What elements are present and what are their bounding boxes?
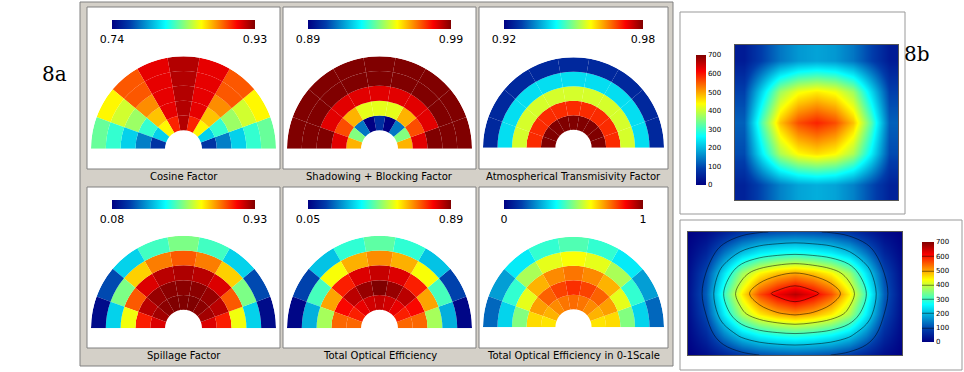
svg-text:300: 300 (936, 296, 949, 304)
svg-text:0.99: 0.99 (439, 33, 464, 46)
svg-text:Total Optical Efficiency: Total Optical Efficiency (323, 350, 437, 361)
svg-text:700: 700 (708, 51, 721, 59)
svg-text:0.93: 0.93 (243, 33, 268, 46)
svg-text:400: 400 (936, 281, 949, 289)
svg-text:700: 700 (936, 238, 949, 246)
svg-text:200: 200 (708, 144, 721, 152)
svg-text:0.08: 0.08 (100, 213, 125, 226)
svg-text:0: 0 (936, 338, 940, 346)
svg-text:600: 600 (708, 70, 721, 78)
svg-text:0.89: 0.89 (439, 213, 464, 226)
svg-text:Cosine Factor: Cosine Factor (150, 171, 218, 182)
svg-text:0.74: 0.74 (100, 33, 125, 46)
svg-text:1: 1 (640, 213, 647, 226)
svg-text:500: 500 (936, 267, 949, 275)
svg-text:0.93: 0.93 (243, 213, 268, 226)
svg-text:100: 100 (936, 324, 949, 332)
svg-text:0.98: 0.98 (631, 33, 656, 46)
svg-text:400: 400 (708, 107, 721, 115)
svg-text:0: 0 (708, 181, 712, 189)
svg-text:0.05: 0.05 (296, 213, 321, 226)
svg-text:600: 600 (936, 253, 949, 261)
svg-text:200: 200 (936, 310, 949, 318)
svg-text:Atmospherical Transmisivity Fa: Atmospherical Transmisivity Factor (486, 171, 661, 182)
svg-text:Spillage Factor: Spillage Factor (147, 350, 221, 361)
svg-text:300: 300 (708, 126, 721, 134)
svg-text:8a: 8a (42, 62, 67, 86)
svg-text:0.89: 0.89 (296, 33, 321, 46)
svg-text:0.92: 0.92 (492, 33, 517, 46)
svg-text:Total Optical Efficiency in 0-: Total Optical Efficiency in 0-1Scale (487, 350, 660, 361)
svg-text:500: 500 (708, 89, 721, 97)
svg-text:8b: 8b (904, 42, 930, 66)
svg-text:0: 0 (501, 213, 508, 226)
svg-text:Shadowing + Blocking Factor: Shadowing + Blocking Factor (306, 171, 453, 182)
svg-text:100: 100 (708, 163, 721, 171)
